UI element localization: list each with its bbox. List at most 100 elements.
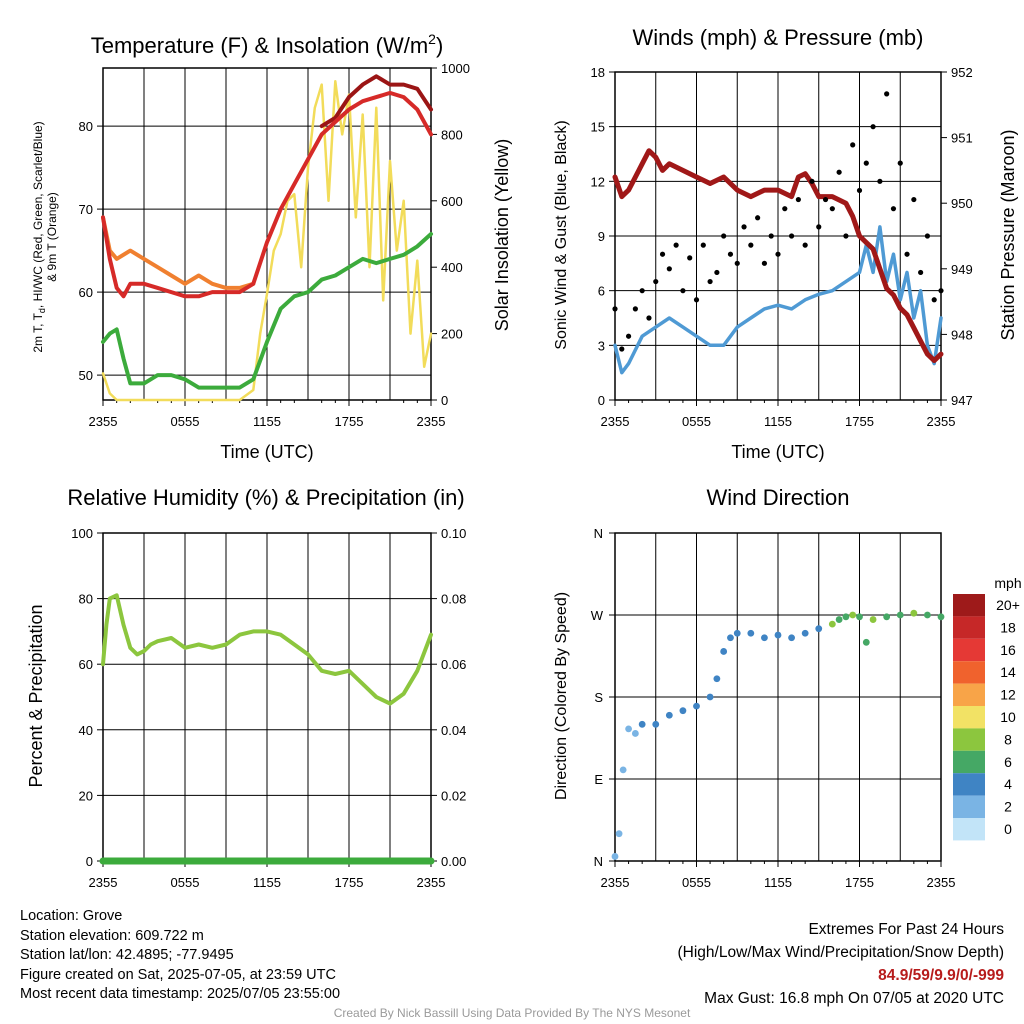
- gust-point: [884, 91, 890, 97]
- gust-point: [890, 206, 897, 212]
- direction-point: [706, 693, 714, 701]
- gust-point: [639, 288, 645, 294]
- winds-xtick-label: 1155: [764, 414, 792, 429]
- gust-point: [931, 297, 937, 303]
- direction-point: [937, 613, 945, 621]
- gust-point: [788, 233, 795, 239]
- temperature-ytick-label-left: 50: [79, 368, 93, 383]
- gust-point: [802, 242, 808, 248]
- direction-point: [693, 702, 700, 710]
- temperature-title: Temperature (F) & Insolation (W/m2): [91, 31, 444, 58]
- gust-point: [918, 269, 924, 276]
- direction-point: [679, 707, 687, 715]
- direction-point: [910, 609, 918, 617]
- direction-point: [665, 711, 673, 719]
- humidity-ytick-label-left: 80: [79, 592, 93, 607]
- direction-point: [788, 634, 795, 642]
- wind-speed-line: [613, 225, 943, 375]
- gust-point: [829, 206, 835, 212]
- legend-label: 0: [1004, 821, 1012, 837]
- temperature-ytick-label-right: 1000: [441, 61, 470, 76]
- gust-point: [612, 306, 618, 312]
- direction-point: [652, 720, 660, 728]
- direction-point: [815, 625, 823, 633]
- winds-ytick-label-right: 948: [951, 327, 973, 342]
- winds-xtick-label: 0555: [682, 414, 711, 429]
- temp-9m-line: [101, 215, 256, 290]
- extremes-title: Extremes For Past 24 Hours: [808, 921, 1004, 938]
- gust-point: [619, 346, 625, 352]
- humidity-ytick-label-left: 100: [71, 526, 93, 541]
- temperature-xtick-label: 2355: [417, 414, 446, 429]
- direction-xtick-label: 2355: [927, 875, 956, 890]
- direction-point: [883, 613, 891, 621]
- direction-point: [828, 620, 836, 628]
- winds-title: Winds (mph) & Pressure (mb): [633, 25, 924, 50]
- humidity-title: Relative Humidity (%) & Precipitation (i…: [67, 485, 464, 510]
- humidity-panel: Relative Humidity (%) & Precipitation (i…: [26, 485, 466, 890]
- temperature-ytick-label-right: 0: [441, 393, 448, 408]
- gust-point: [816, 224, 822, 230]
- gust-point: [850, 142, 856, 148]
- temperature-xtick-label: 1155: [253, 414, 281, 429]
- winds-ytick-label-left: 9: [598, 229, 605, 244]
- direction-point: [849, 611, 857, 619]
- legend-swatch: [953, 683, 985, 706]
- gust-point: [646, 315, 652, 321]
- winds-ytick-label-left: 0: [598, 393, 605, 408]
- humidity-ytick-label-left: 20: [79, 788, 93, 803]
- humidity-ytick-label-right: 0.02: [441, 788, 466, 803]
- legend-label: 18: [1000, 619, 1016, 635]
- station-latlon: Station lat/lon: 42.4895; -77.9495: [20, 947, 234, 963]
- temperature-ylabel-right: Solar Insolation (Yellow): [492, 139, 512, 331]
- temperature-ylabel-left-line2: & 9m T (Orange): [45, 192, 59, 282]
- pressure-line: [612, 148, 944, 364]
- winds-ytick-label-left: 6: [598, 284, 605, 299]
- direction-point: [611, 853, 619, 860]
- humidity-xtick-label: 0555: [171, 875, 200, 890]
- legend-label: 16: [1000, 642, 1016, 658]
- gust-point: [659, 251, 666, 257]
- temperature-xtick-label: 2355: [89, 414, 118, 429]
- direction-ytick-label: W: [591, 608, 604, 623]
- winds-xtick-label: 2355: [927, 414, 956, 429]
- direction-ytick-label: N: [594, 526, 603, 541]
- direction-point: [761, 634, 768, 642]
- gust-point: [809, 178, 815, 184]
- direction-point: [896, 611, 904, 619]
- humidity-ytick-label-right: 0.08: [441, 592, 466, 607]
- winds-ytick-label-right: 947: [951, 393, 973, 408]
- gust-point: [911, 196, 917, 203]
- legend-label: 8: [1004, 731, 1012, 747]
- legend-swatch: [953, 706, 985, 729]
- direction-point: [869, 616, 877, 623]
- gust-point: [673, 242, 679, 248]
- legend-label: 14: [1000, 664, 1016, 680]
- gust-point: [863, 160, 869, 166]
- gust-point: [938, 288, 944, 294]
- humidity-xtick-label: 2355: [89, 875, 118, 890]
- temperature-xtick-label: 0555: [171, 414, 200, 429]
- winds-ytick-label-right: 952: [951, 65, 973, 80]
- humidity-ylabel-left: Percent & Precipitation: [26, 604, 46, 787]
- gust-point: [748, 242, 754, 248]
- winds-panel: Winds (mph) & Pressure (mb) Time (UTC) S…: [553, 25, 1018, 462]
- humidity-xtick-label: 1755: [335, 875, 364, 890]
- direction-title: Wind Direction: [706, 485, 849, 510]
- direction-legend-title: mph: [994, 575, 1021, 591]
- gust-point: [843, 233, 849, 239]
- winds-ytick-label-right: 951: [951, 131, 973, 146]
- winds-xtick-label: 1755: [845, 414, 874, 429]
- figure-created: Figure created on Sat, 2025-07-05, at 23…: [20, 966, 336, 983]
- extremes-subtitle: (High/Low/Max Wind/Precipitation/Snow De…: [677, 944, 1005, 961]
- winds-ytick-label-left: 3: [598, 338, 605, 353]
- gust-point: [714, 269, 720, 276]
- legend-label: 2: [1004, 799, 1012, 815]
- gust-point: [897, 160, 903, 166]
- legend-label: 6: [1004, 754, 1012, 770]
- max-gust: Max Gust: 16.8 mph On 07/05 at 2020 UTC: [704, 990, 1004, 1007]
- gust-point: [877, 178, 883, 184]
- credit-line: Created By Nick Bassill Using Data Provi…: [333, 1006, 691, 1020]
- legend-swatch: [953, 728, 985, 751]
- temperature-ytick-label-left: 70: [79, 202, 93, 217]
